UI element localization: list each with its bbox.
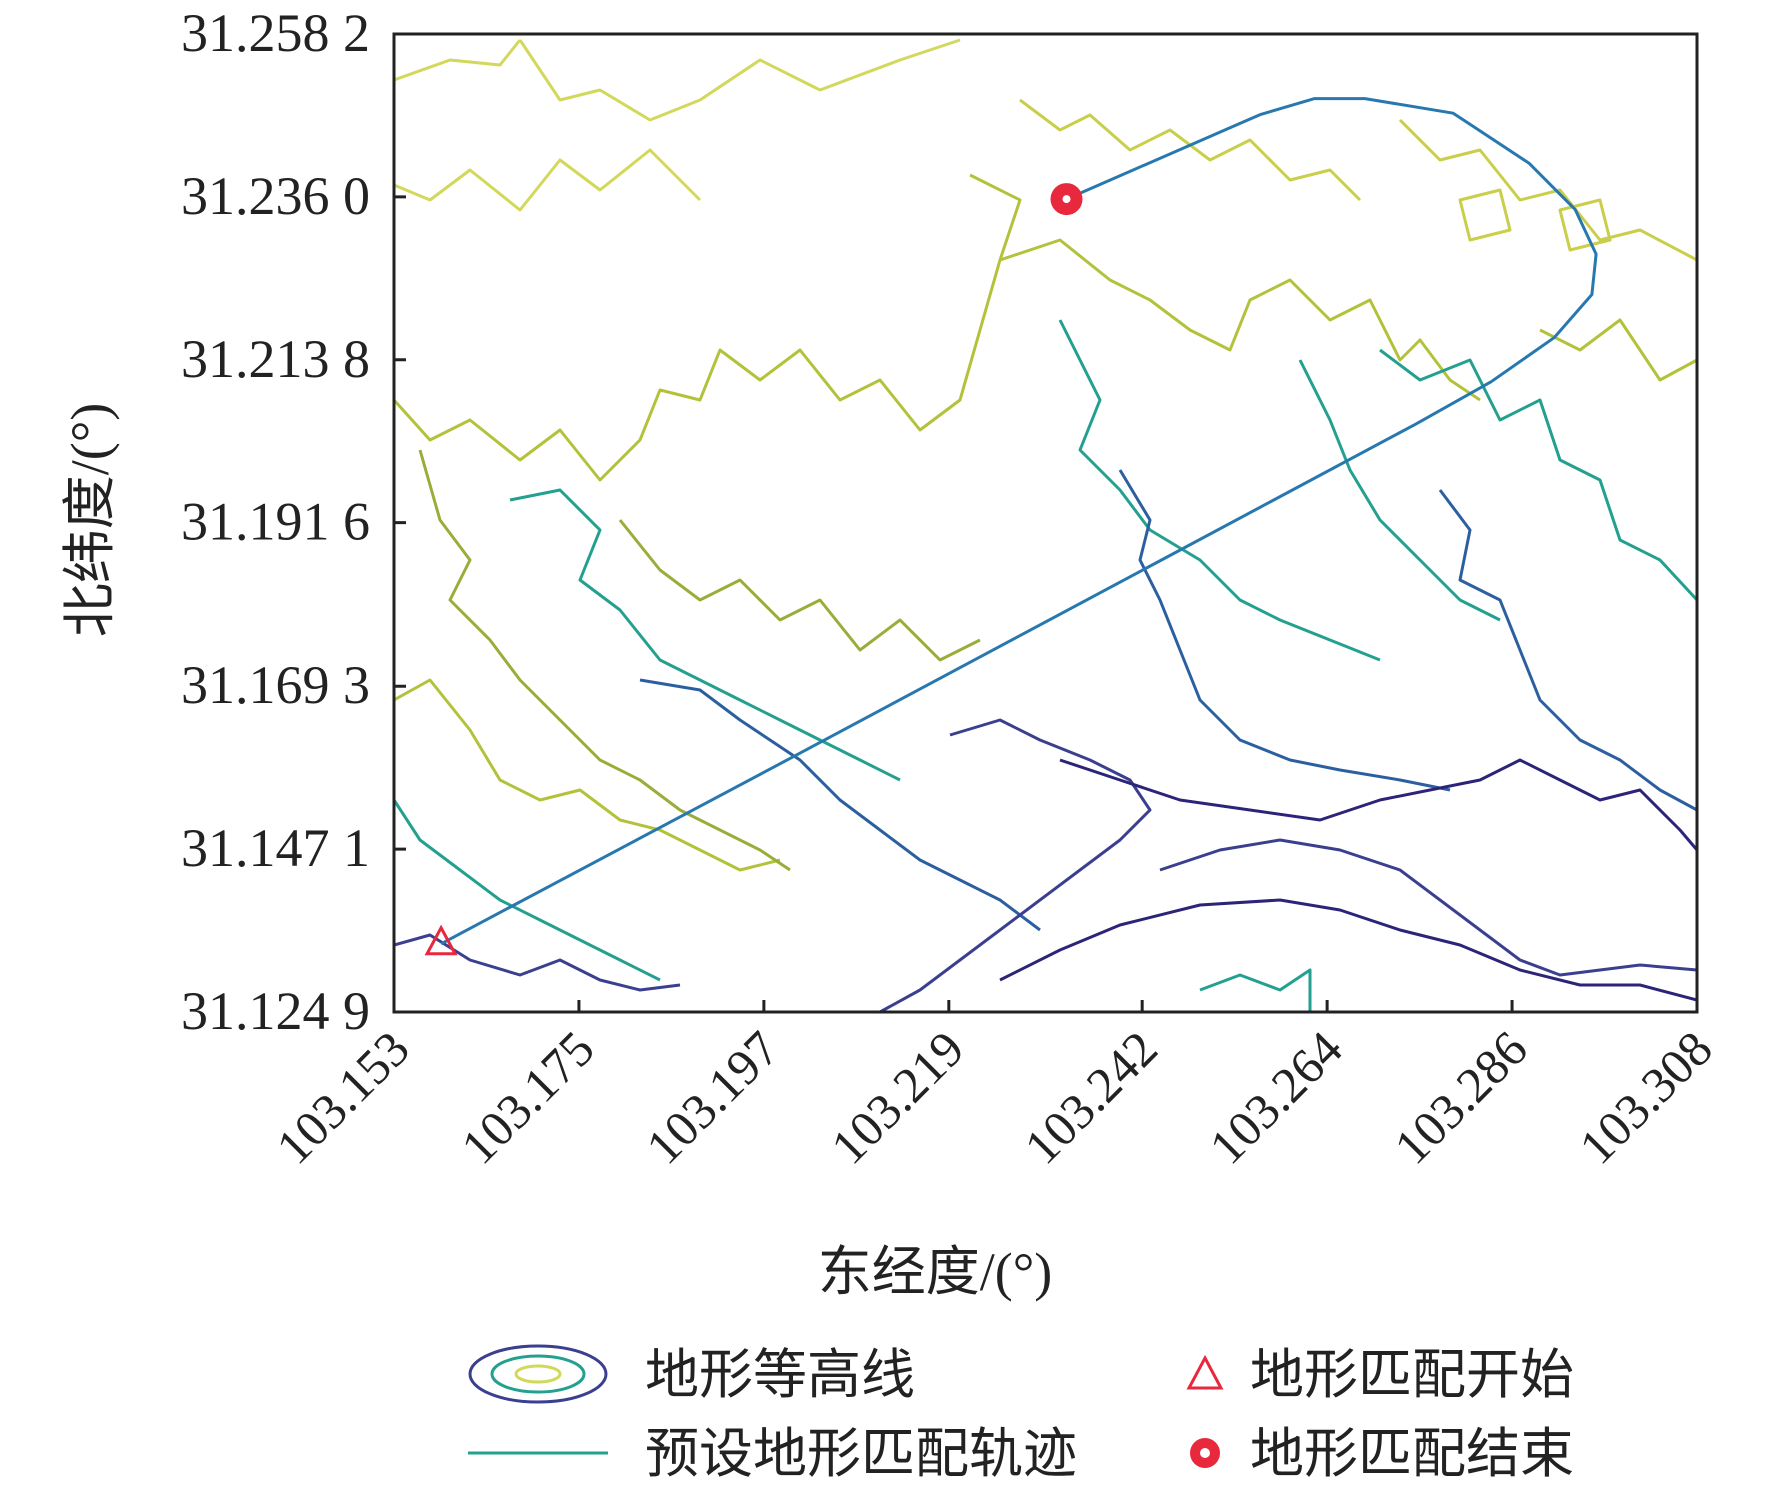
legend-item-end: 地形匹配结束: [1190, 1424, 1574, 1484]
legend-label-end: 地形匹配结束: [1250, 1424, 1574, 1484]
contour-line-deepest: [999, 758, 1697, 1002]
contour-line-mid: [418, 449, 981, 872]
contour-line-high: [394, 38, 961, 212]
contour-line-mid-teal: [394, 319, 1697, 1012]
contour-line-mid-high: [394, 173, 1697, 872]
data-layer: [424, 97, 1598, 956]
legend: 地形等高线 预设地形匹配轨迹 地形匹配开始 地形匹配结束: [468, 1344, 1574, 1484]
x-axis-label: 东经度/(°): [818, 1242, 1053, 1302]
y-tick-label: 31.124 9: [181, 981, 370, 1041]
contour-line-low: [639, 469, 1697, 932]
y-tick-label: 31.213 8: [181, 329, 370, 389]
legend-item-start: 地形匹配开始: [1186, 1345, 1574, 1405]
y-axis: 31.258 2 31.236 0 31.213 8 31.191 6 31.169 3…: [181, 3, 406, 1041]
contour-line-lowest: [394, 718, 1697, 1012]
end-circle-icon-hole: [1200, 1448, 1210, 1458]
y-tick-label: 31.236 0: [181, 166, 370, 226]
y-tick-label: 31.258 2: [181, 3, 370, 63]
x-tick-label: 103.264: [1198, 1020, 1353, 1175]
contour-line-high-2: [1019, 98, 1697, 262]
legend-label-start: 地形匹配开始: [1250, 1345, 1574, 1405]
x-tick-label: 103.175: [450, 1020, 605, 1175]
y-tick-label: 31.169 3: [181, 655, 370, 715]
terrain-contours: [394, 38, 1697, 1012]
x-axis: 103.153 103.175 103.197 103.219 103.242 103.2…: [265, 1000, 1723, 1175]
y-tick-label: 31.147 1: [181, 818, 370, 878]
legend-label-track: 预设地形匹配轨迹: [645, 1424, 1077, 1484]
track-line: [440, 97, 1598, 946]
y-tick-label: 31.191 6: [181, 492, 370, 552]
end-marker-hole: [1062, 195, 1071, 204]
x-tick-label: 103.219: [820, 1020, 975, 1175]
start-marker: [424, 924, 458, 956]
x-tick-label: 103.286: [1383, 1020, 1538, 1175]
legend-item-contour: 地形等高线: [468, 1344, 915, 1405]
contour-legend-icon: [468, 1344, 608, 1404]
x-tick-label: 103.197: [635, 1020, 790, 1175]
legend-label-contour: 地形等高线: [645, 1345, 915, 1405]
start-triangle-icon: [1186, 1354, 1224, 1390]
contour-legend-icon-inner: [514, 1364, 562, 1384]
legend-item-track: 预设地形匹配轨迹: [468, 1424, 1077, 1484]
x-tick-label: 103.242: [1013, 1020, 1168, 1175]
x-tick-label: 103.153: [265, 1020, 420, 1175]
contour-legend-icon-mid: [490, 1354, 586, 1394]
x-tick-label: 103.308: [1568, 1020, 1723, 1175]
y-axis-label: 北纬度/(°): [60, 403, 120, 638]
